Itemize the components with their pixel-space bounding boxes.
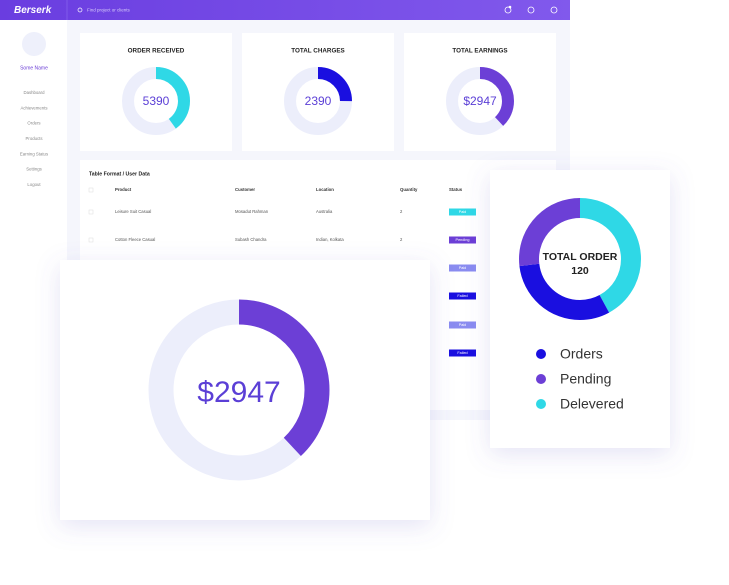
- user-name: Some Name: [20, 65, 48, 71]
- legend-label: Pending: [560, 371, 611, 387]
- table-header: Product: [115, 187, 132, 192]
- donut-segment: [519, 198, 641, 320]
- checkbox: [88, 237, 94, 243]
- status-text: Paid: [459, 210, 467, 214]
- status-text: Failed: [457, 294, 467, 298]
- nav-item[interactable]: Products: [26, 136, 43, 141]
- stat-value: $2947: [463, 94, 497, 108]
- avatar[interactable]: [22, 32, 46, 56]
- nav-item[interactable]: Settings: [26, 167, 42, 172]
- table-header: Customer: [235, 187, 255, 192]
- total-order-value: 120: [571, 265, 589, 277]
- donut-segment: [284, 67, 352, 135]
- checkbox: [88, 209, 94, 215]
- header-icon[interactable]: [527, 6, 535, 14]
- header-icon[interactable]: [550, 6, 558, 14]
- table-title: Table Format / User Data: [89, 171, 150, 177]
- table-header: Status: [449, 187, 463, 192]
- status-text: Paid: [459, 266, 467, 270]
- table-cell: Cotton Fleece Casual: [115, 237, 155, 242]
- legend-label: Delevered: [560, 396, 624, 412]
- nav-item[interactable]: Dashboard: [23, 90, 45, 95]
- stat-value: 2390: [305, 94, 332, 108]
- topbar: [0, 0, 570, 20]
- status-badge: [449, 236, 476, 244]
- table-cell: Leisure Suit Casual: [115, 209, 151, 214]
- status-badge: [449, 321, 476, 329]
- legend-dot: [536, 374, 546, 384]
- table-header: Location: [316, 187, 334, 192]
- featured-value: $2947: [197, 376, 280, 409]
- header-icon[interactable]: [504, 6, 512, 14]
- stat-title: TOTAL CHARGES: [291, 48, 345, 55]
- nav-item[interactable]: Earning Status: [20, 151, 48, 156]
- status-text: Paid: [459, 323, 467, 327]
- sidebar: [0, 20, 67, 420]
- table-cell: Australia: [316, 209, 333, 214]
- nav-item[interactable]: Logout: [27, 182, 41, 187]
- status-badge: [449, 349, 476, 357]
- table-cell: Mosadut Rahman: [235, 209, 269, 214]
- stat-value: 5390: [143, 94, 170, 108]
- stat-title: TOTAL EARNINGS: [452, 48, 507, 55]
- donut-segment: [446, 67, 514, 135]
- search-input[interactable]: Find project or clients: [87, 8, 131, 13]
- legend-dot: [536, 349, 546, 359]
- stat-title: ORDER RECEIVED: [128, 48, 185, 55]
- status-text: Pending: [456, 238, 470, 242]
- brand: Berserk: [14, 5, 52, 16]
- donut-segment: [519, 198, 641, 320]
- legend-dot: [536, 399, 546, 409]
- table-header: Quantity: [400, 187, 418, 192]
- nav-item[interactable]: Achievements: [21, 105, 48, 110]
- table-cell: 2: [400, 237, 403, 242]
- status-badge: [449, 292, 476, 300]
- legend-label: Orders: [560, 346, 603, 362]
- donut-segment: [122, 67, 190, 135]
- donut-segment: [148, 299, 330, 481]
- table-cell: Subash Chandra: [235, 237, 267, 242]
- status-badge: [449, 208, 476, 216]
- table-cell: Indian, Kolkata: [316, 237, 344, 242]
- notification-dot: [508, 5, 512, 9]
- total-order-title: TOTAL ORDER: [543, 251, 618, 263]
- status-text: Failed: [457, 351, 467, 355]
- checkbox: [88, 187, 94, 193]
- table-cell: 2: [400, 209, 403, 214]
- status-badge: [449, 264, 476, 272]
- nav-item[interactable]: Orders: [27, 121, 40, 126]
